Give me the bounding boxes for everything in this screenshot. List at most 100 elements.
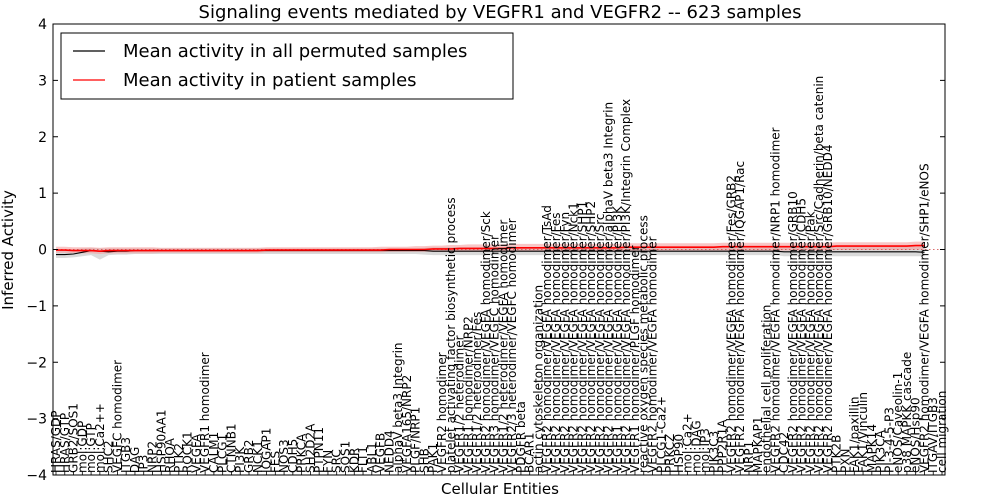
y-axis-ticks: −4 −3 −2 −1 0 1 2 3 4 — [26, 17, 945, 484]
category-label: VEGFR2 homodimer/VEGFA homodimer/GRB10/N… — [821, 145, 835, 474]
category-label: MAPK14 — [865, 424, 879, 473]
category-label: HRAS/GTP — [58, 413, 72, 473]
category-label: SOS1 — [339, 441, 353, 473]
y-tick-label: −4 — [26, 468, 47, 484]
category-label: PAK1 — [426, 443, 440, 473]
y-tick-label: −2 — [26, 355, 47, 371]
category-label: MAPKAP1 — [751, 416, 765, 473]
category-label: VEGFR2/3 heterodimer/VEGFC homodimer — [505, 218, 519, 473]
category-label: SH2D2A — [303, 423, 317, 473]
category-label: CTNNB1 — [224, 423, 238, 473]
legend-box — [60, 32, 514, 100]
category-label: VEGFR2 homodimer — [435, 352, 449, 473]
category-label: eNOS/Caveolin-1 — [891, 372, 905, 473]
category-label: PTPN11 — [312, 427, 326, 473]
category-label: mol:Ca2++ — [93, 403, 107, 473]
category-label: alphaV beta3 Integrin — [391, 342, 405, 473]
category-label: VEGFR2 homodimer/VEGFA homodimer/IQGAP1/… — [733, 161, 747, 473]
category-label: IP3 — [137, 455, 151, 473]
category-label: FAK1/paxillin — [847, 396, 861, 473]
category-label: KDR — [347, 448, 361, 473]
category-label: VEGFR2 homodimer/VEGFA homodimer/Fyn — [558, 212, 572, 473]
category-label: VEGFA — [189, 433, 203, 473]
category-label: PI-3-4-5-P3 — [882, 407, 896, 473]
category-label: ROCK1 — [181, 431, 195, 473]
category-label: VEGFR1 homodimer/PLGF homodimer — [628, 245, 642, 473]
category-label: CDC42 — [777, 432, 791, 473]
legend-permuted-label: Mean activity in all permuted samples — [123, 41, 467, 62]
category-label: ABL1 — [365, 442, 379, 473]
category-label: VEGFB — [374, 433, 388, 473]
category-label: PIK3C3 — [707, 431, 721, 473]
category-label: mol:DAG — [689, 420, 703, 473]
category-label: PLCG1-Ca2+ — [654, 396, 668, 473]
category-label: VEGFR2 homodimer/VEGFA homodimer/Fes — [549, 212, 563, 473]
y-tick-label: 4 — [38, 17, 47, 33]
category-label: VEGFR2 homodimer/VEGFA homodimer — [646, 236, 660, 473]
category-label: RHOA — [163, 437, 177, 473]
category-label: VEGFR2 homodimer/VEGFA homodimer/NRP1 ho… — [768, 127, 782, 473]
category-label: PDGFR beta — [514, 401, 528, 473]
y-tick-label: −3 — [26, 412, 47, 428]
category-label: FLT1 — [356, 446, 370, 473]
category-label: PIK3CA — [874, 429, 888, 473]
category-label: DAG — [128, 447, 142, 473]
y-axis-label: Inferred Activity — [0, 190, 17, 310]
category-label: PI3K — [233, 446, 247, 473]
category-label: VEGFR2 homodimer/VEGFA homodimer/Fes/GRB… — [725, 175, 739, 473]
category-label: VEGFR2 homodimer/VEGFA homodimer/TsAd — [540, 205, 554, 473]
category-label: SHC2 — [102, 440, 116, 473]
category-label: FAK1/Vinculin — [856, 392, 870, 473]
category-label: VEGFR1 homodimer/VEGFA homodimer/PI3K — [610, 205, 624, 473]
category-label: CALM1 — [207, 432, 221, 473]
category-label: VEGFR2 homodimer/VEGFA homodimer/PI3K/In… — [619, 99, 633, 473]
category-label: BCAR1 — [523, 432, 537, 473]
category-label: GRB2/SOS1 — [67, 403, 81, 473]
chart-title: Signaling events mediated by VEGFR1 and … — [199, 2, 802, 23]
category-label: VEGFR2 homodimer/VEGFA homodimer/Nck1 — [567, 202, 581, 473]
category-label: SHB — [417, 448, 431, 473]
category-label: p38 MAPKK cascade — [900, 352, 914, 473]
category-label: cell migration — [935, 391, 949, 473]
category-label: VEGFR2 homodimer/VEGFA homodimer/SHP2 — [584, 201, 598, 473]
category-label: PXN — [839, 449, 853, 473]
y-tick-label: 1 — [38, 186, 47, 202]
category-label: PRKCA — [295, 433, 309, 473]
category-label: reactive oxygen species metabolic proces… — [637, 215, 651, 473]
category-label: VEGFR3 homodimer/VEGFC homodimer — [488, 235, 502, 473]
y-tick-label: 3 — [38, 73, 47, 89]
category-label: endothelial cell proliferation — [760, 305, 774, 473]
y-tick-label: −1 — [26, 299, 47, 315]
category-label: actin cytoskeleton organization — [532, 285, 546, 473]
y-tick-label: 2 — [38, 130, 47, 146]
category-label: NOS3 — [277, 439, 291, 473]
category-label: VEGFC homodimer — [110, 360, 124, 473]
series-lines — [53, 244, 945, 256]
category-label: CDH5 — [286, 439, 300, 473]
category-label: VEGFA165/NRP2 — [400, 375, 414, 473]
category-label: mol:IP3 — [698, 428, 712, 473]
x-axis-label: Cellular Entities — [441, 480, 559, 498]
category-label: VEGFR1/2 heterodimer — [453, 335, 467, 473]
category-label: mol:Ca2+ — [681, 413, 695, 473]
category-label: VEGFR2 homodimer/VEGFA homodimer/CDH5 — [795, 198, 809, 473]
category-label: NEDD4 — [382, 430, 396, 473]
legend-patient-label: Mean activity in patient samples — [123, 70, 417, 91]
patient-series-line — [56, 244, 925, 253]
category-label: FYN — [321, 450, 335, 473]
y-tick-label: 0 — [38, 243, 47, 259]
category-label: IQGAP1 — [260, 428, 274, 473]
category-label: VEGFR2 homodimer/VEGFA homodimer/Src — [593, 213, 607, 473]
category-label: VEGFR2 homodimer/VEGFA homodimer/GRB10 — [786, 191, 800, 473]
category-label: VEGFR2 homodimer/VEGFA homodimer/Pak — [803, 211, 817, 473]
category-label: NCK1 — [251, 440, 265, 473]
category-labels: HRAS/GDPHRAS/GTPGRB2/SOS1mol:GDPmol:GTPm… — [49, 76, 949, 475]
category-label: ITGB3 — [119, 437, 133, 473]
category-label: PLGF/NRP1 — [409, 407, 423, 473]
category-label: PRKCZ — [663, 434, 677, 473]
category-label: HSP90AA1 — [154, 409, 168, 473]
category-label: SRC — [330, 449, 344, 473]
category-label: PPP2R1A — [716, 419, 730, 473]
category-label: FES — [268, 451, 282, 473]
